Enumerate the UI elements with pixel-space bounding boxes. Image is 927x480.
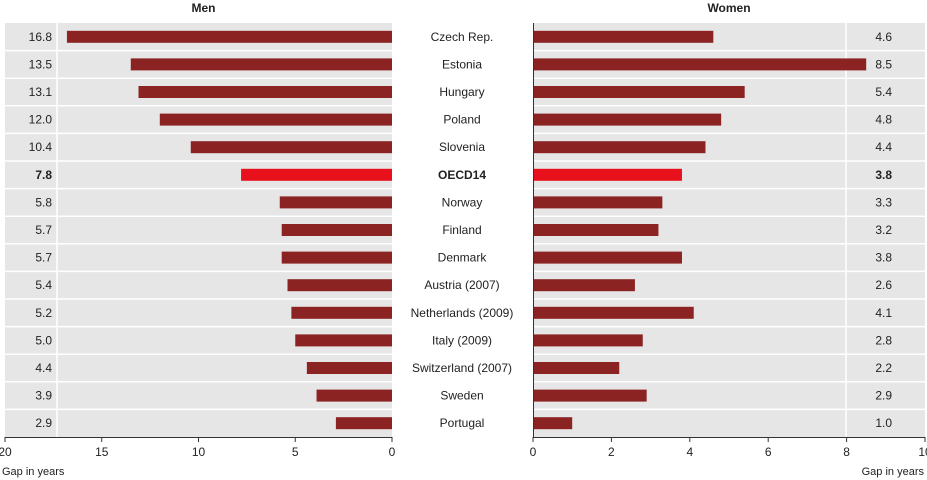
- category-label: Hungary: [439, 85, 484, 99]
- men-value-label: 5.7: [35, 223, 52, 237]
- men-bar: [138, 86, 392, 98]
- men-tick-label: 15: [95, 445, 109, 459]
- men-value-label: 4.4: [35, 361, 52, 375]
- men-value-label: 5.2: [35, 306, 52, 320]
- men-tick-label: 5: [292, 445, 299, 459]
- category-label: Italy (2009): [432, 333, 492, 347]
- men-bar: [190, 141, 392, 154]
- women-bar: [533, 224, 659, 236]
- men-tick-label: 10: [192, 445, 206, 459]
- women-value-label: 2.8: [875, 333, 892, 347]
- men-bar: [159, 113, 392, 126]
- women-tick-label: 0: [530, 445, 537, 459]
- men-bar: [316, 389, 392, 402]
- men-value-label: 2.9: [35, 416, 52, 430]
- women-bar: [533, 334, 643, 347]
- women-bar: [533, 362, 620, 374]
- men-tick-label: 0: [389, 445, 396, 459]
- men-bar: [281, 224, 392, 236]
- category-label: Czech Rep.: [431, 30, 494, 44]
- category-label: Norway: [442, 195, 483, 209]
- category-label: OECD14: [438, 168, 486, 182]
- men-bar: [66, 30, 393, 43]
- men-value-label: 5.7: [35, 251, 52, 265]
- women-value-label: 3.8: [875, 251, 892, 265]
- category-label: Austria (2007): [424, 278, 499, 292]
- women-bar: [533, 417, 573, 430]
- men-value-label: 7.8: [35, 168, 52, 182]
- men-bar: [295, 334, 392, 347]
- men-bar: [281, 251, 392, 264]
- men-value-label: 10.4: [29, 140, 53, 154]
- women-tick-label: 4: [686, 445, 693, 459]
- men-bar: [241, 168, 392, 181]
- category-label: Switzerland (2007): [412, 361, 512, 375]
- women-value-label: 5.4: [875, 85, 892, 99]
- women-value-label: 4.6: [875, 30, 892, 44]
- men-bar: [279, 196, 392, 209]
- category-label: Sweden: [440, 389, 483, 403]
- women-value-label: 4.1: [875, 306, 892, 320]
- women-value-label: 3.8: [875, 168, 892, 182]
- women-bar: [533, 86, 745, 98]
- men-tick-label: 20: [0, 445, 12, 459]
- men-value-label: 5.8: [35, 195, 52, 209]
- women-value-label: 2.2: [875, 361, 892, 375]
- women-value-label: 2.9: [875, 389, 892, 403]
- category-label: Netherlands (2009): [411, 306, 514, 320]
- men-bar: [306, 362, 392, 374]
- women-bar: [533, 141, 706, 154]
- women-axis-label: Gap in years: [862, 466, 925, 478]
- women-bar: [533, 279, 635, 292]
- women-tick-label: 10: [918, 445, 927, 459]
- men-bar: [291, 306, 392, 319]
- women-value-label: 1.0: [875, 416, 892, 430]
- men-value-label: 13.1: [29, 85, 53, 99]
- men-value-label: 5.0: [35, 333, 52, 347]
- women-bar: [533, 30, 714, 43]
- women-bar: [533, 113, 722, 126]
- category-label: Estonia: [442, 57, 482, 71]
- women-bar: [533, 196, 663, 209]
- category-label: Portugal: [440, 416, 485, 430]
- women-bar: [533, 306, 694, 319]
- women-value-label: 2.6: [875, 278, 892, 292]
- women-value-label: 4.4: [875, 140, 892, 154]
- women-value-label: 3.2: [875, 223, 892, 237]
- women-bar: [533, 389, 647, 402]
- women-panel-title: Women: [707, 1, 750, 15]
- women-tick-label: 6: [765, 445, 772, 459]
- men-value-label: 3.9: [35, 389, 52, 403]
- category-label: Poland: [443, 113, 480, 127]
- women-bar: [533, 168, 682, 181]
- men-value-label: 5.4: [35, 278, 52, 292]
- men-value-label: 12.0: [29, 113, 53, 127]
- women-tick-label: 8: [843, 445, 850, 459]
- men-value-label: 13.5: [29, 57, 53, 71]
- women-value-label: 4.8: [875, 113, 892, 127]
- women-tick-label: 2: [608, 445, 615, 459]
- women-value-label: 8.5: [875, 57, 892, 71]
- women-bar: [533, 58, 867, 71]
- men-bar: [287, 279, 392, 292]
- men-panel-title: Men: [192, 1, 216, 15]
- men-bar: [335, 417, 392, 430]
- men-bar: [130, 58, 392, 71]
- women-bar: [533, 251, 682, 264]
- category-label: Finland: [442, 223, 481, 237]
- men-axis-label: Gap in years: [2, 466, 65, 478]
- category-label: Denmark: [438, 251, 488, 265]
- women-value-label: 3.3: [875, 195, 892, 209]
- category-label: Slovenia: [439, 140, 485, 154]
- men-value-label: 16.8: [29, 30, 53, 44]
